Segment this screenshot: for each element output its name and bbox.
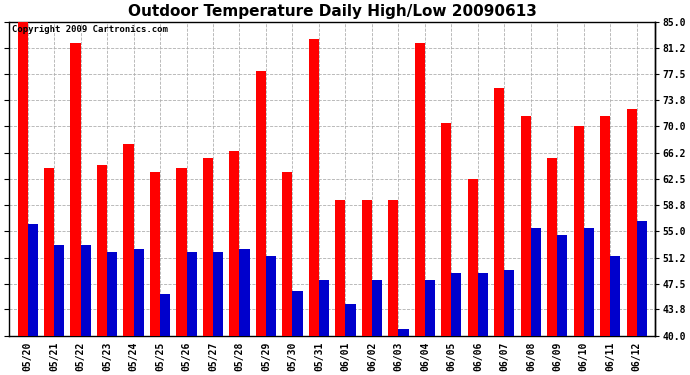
Title: Outdoor Temperature Daily High/Low 20090613: Outdoor Temperature Daily High/Low 20090… [128, 4, 537, 19]
Bar [425, 280, 435, 336]
Bar [558, 235, 567, 336]
Bar [107, 252, 117, 336]
Bar [44, 168, 54, 336]
Bar [494, 88, 504, 336]
Bar [637, 221, 647, 336]
Bar [627, 109, 637, 336]
Bar [372, 280, 382, 336]
Bar [266, 256, 276, 336]
Bar [150, 172, 160, 336]
Bar [203, 158, 213, 336]
Bar [600, 116, 611, 336]
Bar [97, 165, 107, 336]
Bar [186, 252, 197, 336]
Bar [398, 329, 408, 336]
Bar [17, 22, 28, 336]
Bar [81, 245, 90, 336]
Bar [177, 168, 186, 336]
Bar [521, 116, 531, 336]
Bar [213, 252, 223, 336]
Bar [388, 200, 398, 336]
Bar [282, 172, 293, 336]
Bar [134, 249, 144, 336]
Bar [478, 273, 488, 336]
Bar [415, 43, 425, 336]
Bar [346, 304, 355, 336]
Bar [124, 144, 134, 336]
Bar [442, 123, 451, 336]
Bar [451, 273, 462, 336]
Bar [160, 294, 170, 336]
Bar [504, 270, 515, 336]
Bar [230, 151, 239, 336]
Bar [28, 224, 38, 336]
Bar [293, 291, 302, 336]
Bar [468, 179, 478, 336]
Bar [256, 70, 266, 336]
Bar [319, 280, 329, 336]
Bar [611, 256, 620, 336]
Bar [309, 39, 319, 336]
Bar [362, 200, 372, 336]
Bar [584, 228, 594, 336]
Text: Copyright 2009 Cartronics.com: Copyright 2009 Cartronics.com [12, 25, 168, 34]
Bar [574, 126, 584, 336]
Bar [335, 200, 346, 336]
Bar [531, 228, 541, 336]
Bar [239, 249, 250, 336]
Bar [547, 158, 558, 336]
Bar [54, 245, 64, 336]
Bar [70, 43, 81, 336]
